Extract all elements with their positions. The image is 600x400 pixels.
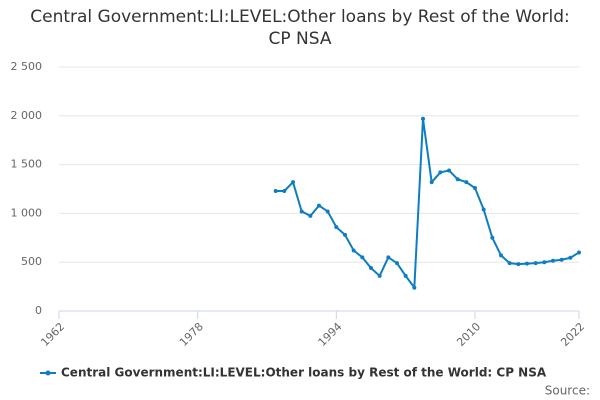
y-tick-label: 500 — [21, 255, 42, 268]
x-tick-label: 2022 — [558, 320, 587, 349]
legend-marker — [45, 370, 51, 376]
y-tick-label: 1 500 — [11, 158, 43, 171]
x-tick-label: 1962 — [38, 320, 67, 349]
data-point — [360, 255, 365, 260]
data-point — [334, 225, 339, 230]
data-point — [369, 266, 373, 271]
data-point — [490, 235, 495, 240]
data-point — [343, 232, 347, 237]
data-point — [429, 180, 434, 185]
x-tick-label: 2010 — [454, 320, 483, 349]
data-point — [533, 261, 538, 266]
y-tick-label: 0 — [35, 304, 42, 317]
data-point — [499, 253, 503, 258]
data-point — [317, 203, 321, 208]
data-point — [507, 261, 512, 266]
chart-title: Central Government:LI:LEVEL:Other loans … — [30, 7, 570, 49]
data-point — [308, 213, 313, 218]
data-point — [455, 177, 460, 182]
data-point — [551, 258, 555, 263]
data-point — [291, 180, 295, 185]
y-tick-label: 1 000 — [11, 206, 43, 219]
source: Source: — [545, 384, 590, 398]
data-point — [351, 248, 356, 253]
data-point — [559, 257, 564, 262]
data-point — [438, 170, 443, 175]
data-point — [473, 186, 477, 191]
data-point — [325, 209, 330, 214]
data-point — [516, 262, 521, 267]
data-point — [412, 285, 417, 290]
x-tick-label: 1994 — [316, 320, 345, 349]
legend-label: Central Government:LI:LEVEL:Other loans … — [61, 366, 547, 380]
y-tick-label: 2 000 — [11, 109, 43, 122]
x-tick-label: 1978 — [177, 320, 206, 349]
data-point — [395, 261, 399, 266]
y-tick-label: 2 500 — [11, 60, 43, 73]
data-point — [282, 188, 287, 193]
data-point — [568, 255, 573, 260]
data-point — [386, 255, 391, 260]
data-point — [421, 116, 425, 121]
data-point — [525, 261, 529, 266]
data-point — [577, 250, 581, 255]
data-point — [273, 188, 278, 193]
data-point — [464, 180, 469, 185]
data-point — [403, 273, 408, 278]
data-point — [299, 209, 304, 214]
data-point — [447, 168, 451, 173]
data-point — [481, 207, 486, 212]
data-point — [377, 273, 382, 278]
data-point — [542, 260, 547, 265]
